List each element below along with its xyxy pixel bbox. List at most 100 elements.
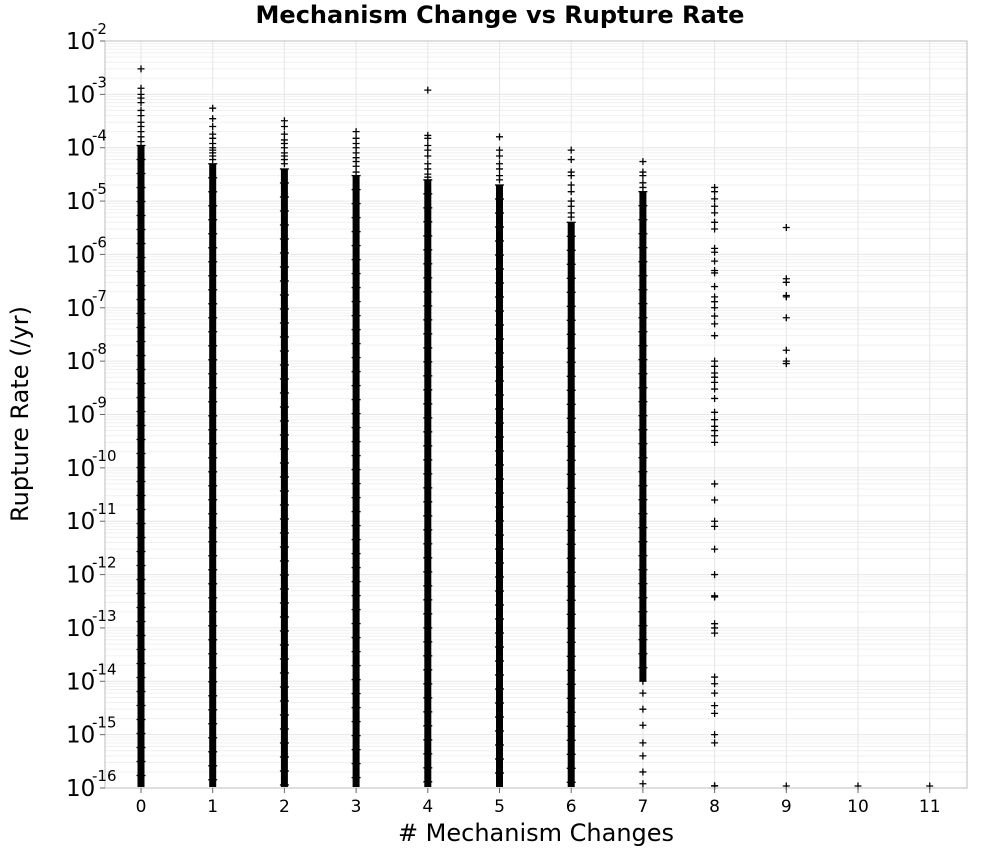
y-tick-base: 10: [66, 563, 95, 589]
data-point: [711, 248, 719, 256]
data-point: [711, 304, 719, 312]
data-point: [639, 427, 647, 435]
data-point: [711, 593, 719, 601]
y-tick-label: 10-4: [66, 127, 107, 162]
data-point: [711, 571, 719, 579]
data-point: [137, 84, 145, 92]
y-tick-label: 10-6: [66, 233, 107, 268]
data-point: [711, 385, 719, 393]
data-point: [639, 517, 647, 525]
data-point: [352, 168, 360, 176]
y-tick-exponent: -7: [92, 287, 107, 305]
data-point: [711, 680, 719, 688]
data-point: [711, 673, 719, 681]
data-point: [209, 104, 217, 112]
series-column-9: [782, 223, 790, 790]
data-point: [711, 283, 719, 291]
data-point: [639, 705, 647, 713]
data-point: [711, 416, 719, 424]
data-point: [639, 362, 647, 370]
data-point: [639, 304, 647, 312]
chart-title: Mechanism Change vs Rupture Rate: [256, 1, 745, 29]
y-tick-exponent: -9: [92, 394, 107, 412]
y-tick-label: 10-10: [66, 447, 117, 482]
y-tick-base: 10: [66, 349, 95, 375]
data-point: [567, 188, 575, 196]
dense-points: [209, 163, 217, 788]
y-tick-exponent: -5: [92, 180, 107, 198]
axis-ticks: 0 1 2 3 4 5 6 7 8 9 10 1110-1610-1510-1410-1310-121…: [66, 20, 941, 817]
y-axis-label: Rupture Rate (/yr): [6, 306, 34, 522]
y-tick-base: 10: [66, 29, 95, 55]
data-point: [711, 408, 719, 416]
data-point: [639, 752, 647, 760]
data-point: [639, 652, 647, 660]
y-tick-exponent: -12: [92, 554, 117, 572]
data-point: [711, 522, 719, 530]
x-tick-label: 5: [494, 797, 505, 817]
data-point: [711, 432, 719, 440]
data-point: [782, 278, 790, 286]
data-point: [496, 176, 503, 184]
data-point: [424, 173, 432, 181]
data-point: [496, 165, 503, 173]
series-column-3: [351, 128, 361, 788]
data-point: [137, 112, 145, 120]
data-point: [280, 122, 288, 130]
data-point: [711, 394, 719, 402]
x-tick-label: 10: [847, 797, 869, 817]
dense-points: [280, 168, 288, 787]
data-point: [280, 160, 288, 168]
data-point: [424, 134, 432, 142]
data-point: [496, 133, 503, 141]
data-point: [711, 225, 719, 233]
data-point: [711, 731, 719, 739]
y-tick-exponent: -3: [92, 73, 107, 91]
data-point: [711, 195, 719, 203]
y-tick-base: 10: [66, 82, 95, 108]
data-point: [711, 209, 719, 217]
y-tick-base: 10: [66, 723, 95, 749]
data-point: [209, 115, 217, 123]
y-tick-base: 10: [66, 776, 95, 802]
data-point: [711, 709, 719, 717]
data-point: [209, 122, 217, 130]
data-point: [711, 218, 719, 226]
data-point: [639, 629, 647, 637]
data-point: [782, 360, 790, 368]
data-point: [639, 739, 647, 747]
y-tick-label: 10-16: [66, 767, 117, 802]
y-tick-exponent: -13: [92, 607, 117, 625]
x-tick-label: 7: [637, 797, 648, 817]
y-tick-exponent: -14: [92, 660, 117, 678]
data-point: [209, 156, 217, 164]
y-tick-base: 10: [66, 242, 95, 268]
data-point: [711, 269, 719, 277]
y-tick-base: 10: [66, 616, 95, 642]
data-point: [711, 320, 719, 328]
data-point: [711, 480, 719, 488]
dense-points: [352, 175, 360, 788]
dense-points: [639, 191, 647, 682]
data-point: [639, 587, 647, 595]
data-point: [567, 213, 575, 221]
data-point: [567, 181, 575, 189]
series-column-4: [423, 86, 433, 787]
data-point: [711, 332, 719, 340]
data-point: [639, 677, 647, 685]
y-tick-exponent: -16: [92, 767, 117, 785]
data-point: [711, 702, 719, 710]
y-tick-exponent: -6: [92, 233, 107, 251]
data-point: [567, 202, 575, 210]
x-axis-label: # Mechanism Changes: [398, 819, 674, 847]
series-column-7: [638, 158, 648, 788]
data-point: [782, 223, 790, 231]
dense-points: [424, 179, 432, 787]
y-tick-exponent: -11: [92, 500, 117, 518]
data-point: [782, 293, 790, 301]
data-point: [639, 183, 647, 191]
y-tick-label: 10-11: [66, 500, 117, 535]
data-point: [711, 298, 719, 306]
